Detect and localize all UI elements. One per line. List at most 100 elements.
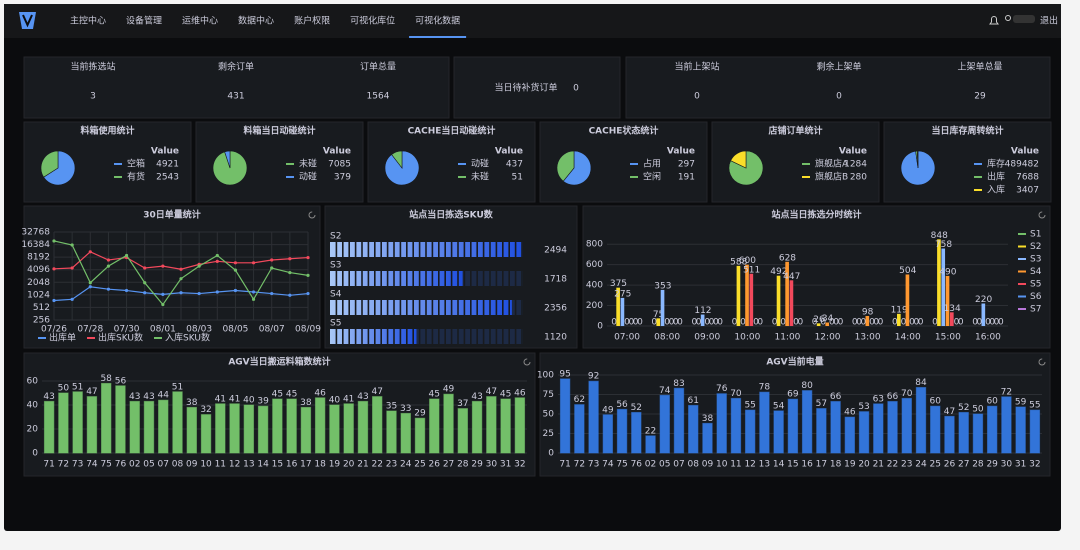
bar	[645, 435, 656, 454]
kpi-value: 431	[227, 92, 244, 102]
x-tick-label: 07	[673, 460, 684, 470]
bar	[616, 408, 628, 454]
bar-value-label: 26	[813, 315, 825, 325]
kpi-label: 剩余订单	[218, 61, 254, 73]
bar	[500, 398, 511, 454]
y-tick-label: 1024	[27, 290, 50, 300]
bar-value-label: 43	[129, 392, 140, 402]
line-point	[106, 258, 111, 262]
bar-value-label: 60	[930, 397, 942, 407]
bar	[457, 408, 469, 454]
x-tick-label: 75	[616, 460, 627, 470]
kpi-value: 3	[90, 92, 96, 102]
y-tick-label: 100	[537, 371, 554, 381]
bar	[372, 396, 383, 454]
legend-label: 出库单	[49, 332, 76, 344]
x-tick-label: 09:00	[694, 333, 720, 343]
kpi-value: 0	[573, 84, 579, 94]
bar-value-label: 0	[838, 318, 844, 328]
bar	[400, 412, 411, 454]
legend-label: 出库SKU数	[98, 332, 143, 344]
bar-value-label: 45	[286, 390, 297, 400]
bar-value-label: 40	[243, 396, 255, 406]
legend-label: 未碰	[471, 171, 489, 183]
x-tick-label: 20	[858, 460, 870, 470]
bar	[1001, 396, 1012, 454]
nav-item[interactable]: 数据中心	[238, 15, 274, 27]
bar-value-label: 74	[659, 386, 671, 396]
panel	[625, 56, 1051, 119]
bar	[785, 261, 789, 326]
legend-label: 占用	[643, 158, 661, 170]
bar-value-label: 95	[559, 369, 570, 379]
bar	[702, 422, 713, 454]
bar	[443, 393, 454, 454]
bar	[844, 416, 856, 454]
panel-title: 料箱当日动碰统计	[243, 125, 315, 137]
bar	[937, 239, 941, 326]
nav-item[interactable]: 可视化库位	[350, 15, 395, 27]
bar	[172, 391, 183, 454]
x-tick-label: 74	[86, 460, 98, 470]
bar-value-label: 55	[744, 401, 755, 411]
bar-value-label: 0	[985, 318, 991, 328]
gauge-fill	[330, 300, 512, 315]
bar-value-label: 62	[574, 395, 585, 405]
gauge-label: S3	[330, 261, 341, 271]
bar-value-label: 46	[514, 388, 526, 398]
kpi-label: 上架单总量	[957, 61, 1002, 73]
line-point	[179, 267, 183, 271]
x-tick-label: 19	[329, 460, 341, 470]
bar	[631, 411, 642, 454]
refresh-icon[interactable]	[1038, 211, 1046, 219]
x-tick-label: 10	[200, 460, 212, 470]
nav-item[interactable]: 主控中心	[70, 15, 106, 27]
refresh-icon[interactable]	[1038, 358, 1046, 366]
bar	[200, 414, 212, 454]
bar-value-label: 47	[86, 387, 97, 397]
x-tick-label: 32	[1029, 460, 1040, 470]
bar-value-label: 45	[429, 390, 440, 400]
bar-value-label: 61	[688, 396, 699, 406]
line-point	[161, 292, 165, 297]
legend-value: 7085	[328, 160, 351, 170]
bar-value-label: 59	[1015, 397, 1027, 407]
x-tick-label: 17	[816, 460, 827, 470]
bar-value-label: 51	[172, 382, 183, 392]
bar-value-label: 0	[691, 318, 697, 328]
kpi-label: 订单总量	[360, 61, 396, 73]
legend-value: 1284	[844, 160, 867, 170]
x-tick-label: 13:00	[855, 333, 881, 343]
x-tick-label: 26	[429, 460, 441, 470]
nav-item[interactable]: 运维中心	[182, 15, 218, 27]
legend-label: 空闲	[643, 171, 661, 183]
bar-value-label: 0	[624, 318, 630, 328]
x-tick-label: 08/01	[150, 325, 176, 335]
line-point	[52, 239, 56, 243]
logout[interactable]: 退出	[1040, 15, 1058, 27]
kpi-label: 当日待补货订单	[494, 82, 557, 94]
bar-value-label: 49	[602, 405, 614, 415]
bell-icon[interactable]	[989, 16, 999, 25]
bar-value-label: 600	[739, 256, 756, 266]
nav-item[interactable]: 账户权限	[294, 15, 330, 27]
bar	[574, 404, 585, 454]
bar-value-label: 0	[637, 318, 643, 328]
x-tick-label: 07/26	[41, 325, 67, 335]
bar-value-label: 44	[158, 391, 170, 401]
refresh-icon[interactable]	[308, 211, 316, 219]
bar	[272, 398, 283, 454]
user-icon[interactable]	[1005, 15, 1011, 21]
bar-value-label: 0	[958, 318, 964, 328]
line-point	[143, 266, 147, 270]
bar-value-label: 0	[704, 318, 710, 328]
bar-value-label: 29	[414, 409, 426, 419]
line-point	[106, 264, 111, 268]
bar	[429, 398, 440, 454]
bar-value-label: 39	[257, 397, 269, 407]
x-tick-label: 31	[1015, 460, 1026, 470]
y-tick-label: 2048	[27, 278, 50, 288]
refresh-icon[interactable]	[523, 358, 531, 366]
nav-item[interactable]: 可视化数据	[415, 15, 460, 27]
nav-item[interactable]: 设备管理	[126, 15, 162, 27]
